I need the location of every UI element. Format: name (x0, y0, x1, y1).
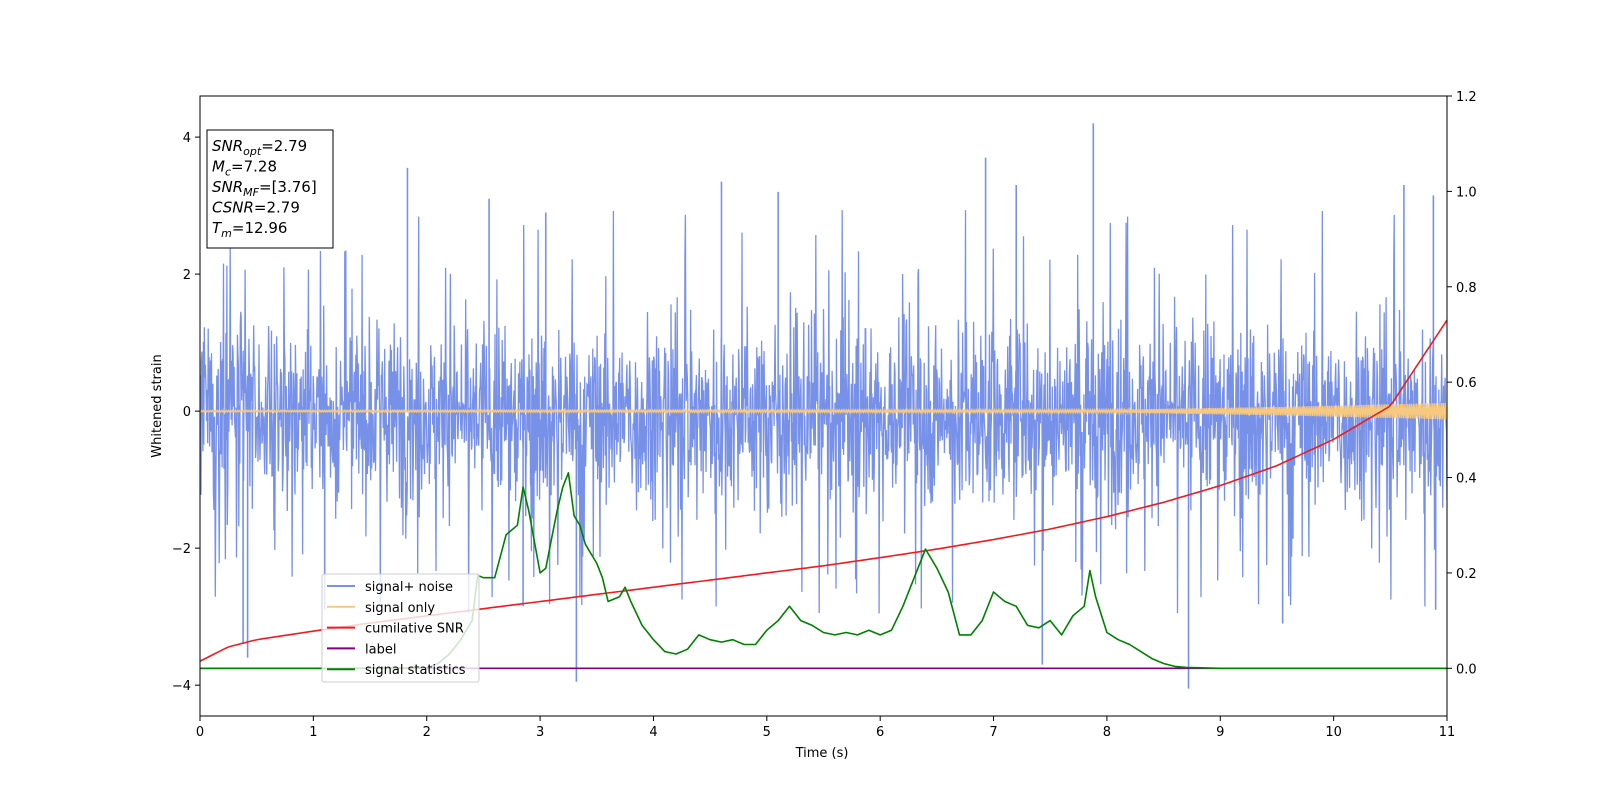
plot-frame (199, 95, 1448, 717)
y2-tick-label: 0.2 (1456, 567, 1477, 582)
legend-entry: cumilative SNR (365, 622, 464, 637)
x-axis-label: Time (s) (795, 746, 849, 761)
x-tick-label: 11 (1439, 725, 1456, 740)
x-tick-label: 2 (423, 725, 431, 740)
y2-tick-label: 1.2 (1456, 90, 1477, 105)
x-tick-label: 9 (1216, 725, 1224, 740)
x-tick-label: 4 (649, 725, 657, 740)
x-tick-label: 3 (536, 725, 544, 740)
annotation-line: SNRMF=[3.76] (212, 178, 317, 199)
y2-tick-label: 0.4 (1456, 472, 1477, 487)
annotation-line: CSNR=2.79 (212, 199, 300, 217)
legend-entry: signal only (365, 601, 435, 616)
annotation-frame (206, 129, 334, 249)
y-axis-left: 4 2 0 −2 −4 (172, 131, 200, 694)
x-tick-label: 6 (876, 725, 884, 740)
x-tick-label: 1 (309, 725, 317, 740)
y2-tick-label: 0.6 (1456, 376, 1477, 391)
y-tick-label: 0 (183, 405, 191, 420)
legend-entry: signal statistics (365, 663, 466, 678)
annotation-line: SNRopt=2.79 (212, 137, 307, 158)
legend-entry: signal+ noise (365, 580, 453, 595)
y-axis-right: 1.2 1.0 0.8 0.6 0.4 0.2 0.0 (1447, 90, 1477, 677)
legend-frame (321, 573, 480, 683)
series-signal-only (200, 402, 1447, 420)
legend-entry: label (365, 642, 396, 657)
y-axis-label: Whitened strain (150, 354, 165, 457)
x-axis: 0 1 2 3 4 5 6 7 8 9 10 11 (196, 716, 1455, 740)
annotation-line: Tm=12.96 (212, 219, 287, 240)
x-tick-label: 0 (196, 725, 204, 740)
y-tick-label: −4 (172, 679, 191, 694)
y2-tick-label: 0.0 (1456, 662, 1477, 677)
y2-tick-label: 0.8 (1456, 281, 1477, 296)
x-tick-label: 7 (989, 725, 997, 740)
series-signal-noise (200, 210, 1447, 614)
y2-tick-label: 1.0 (1456, 185, 1477, 200)
legend: signal+ noise signal only cumilative SNR la… (321, 573, 480, 683)
x-tick-label: 8 (1103, 725, 1111, 740)
y-tick-label: −2 (172, 542, 191, 557)
series-signal-statistics (200, 472, 1447, 670)
y-tick-label: 4 (183, 131, 191, 146)
y-tick-label: 2 (183, 268, 191, 283)
x-tick-label: 10 (1325, 725, 1342, 740)
x-tick-label: 5 (763, 725, 771, 740)
annotation-line: Mc=7.28 (212, 158, 277, 179)
